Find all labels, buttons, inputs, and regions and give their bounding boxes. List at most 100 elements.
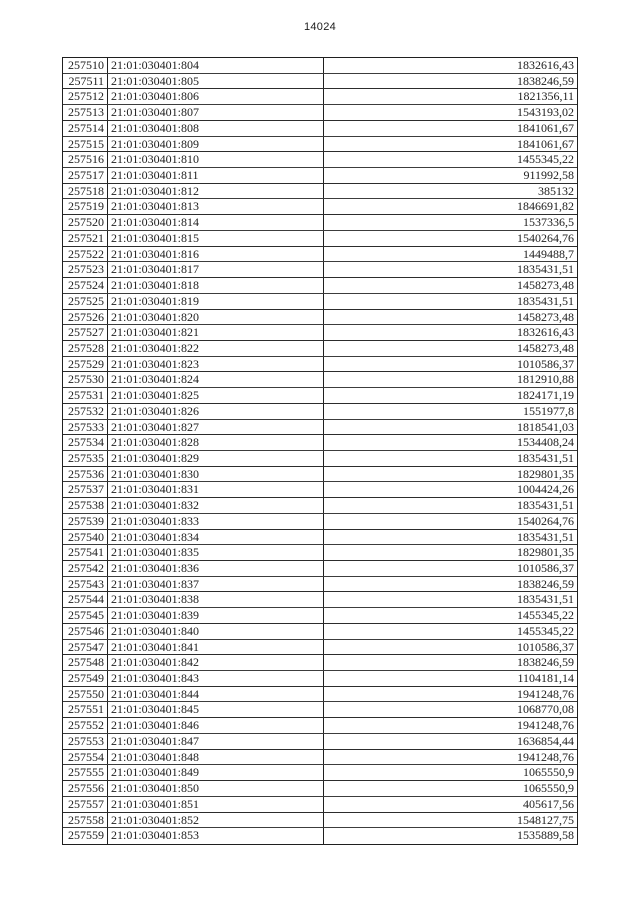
row-time-cell: 21:01:030401:807 bbox=[108, 105, 324, 120]
row-time-cell: 21:01:030401:852 bbox=[108, 812, 324, 828]
row-value-cell: 405617,56 bbox=[523, 796, 574, 811]
row-value-cell: 1455345,22 bbox=[517, 623, 574, 638]
table-row: 257523 21:01:030401:817 1835431,51 bbox=[63, 262, 577, 279]
row-value-cell: 1010586,37 bbox=[517, 356, 574, 371]
row-id-cell: 257559 bbox=[63, 828, 108, 844]
row-id-cell: 257532 bbox=[63, 403, 108, 419]
row-time-cell: 21:01:030401:841 bbox=[108, 639, 324, 655]
row-id-cell: 257530 bbox=[63, 372, 108, 388]
table-row: 257553 21:01:030401:847 1636854,44 bbox=[63, 733, 577, 750]
row-id-cell: 257518 bbox=[63, 183, 108, 199]
table-row: 257552 21:01:030401:846 1941248,76 bbox=[63, 718, 577, 734]
row-value-cell: 1540264,76 bbox=[517, 513, 574, 528]
row-id-cell: 257511 bbox=[63, 73, 108, 89]
row-value-cell: 1846691,82 bbox=[517, 199, 574, 214]
table-row: 257545 21:01:030401:839 1455345,22 bbox=[63, 608, 577, 624]
table-row: 257543 21:01:030401:837 1838246,59 bbox=[63, 576, 577, 593]
row-time-cell: 21:01:030401:820 bbox=[108, 309, 324, 325]
row-time-cell: 21:01:030401:811 bbox=[108, 168, 324, 183]
row-id-cell: 257521 bbox=[63, 230, 108, 246]
table-row: 257538 21:01:030401:832 1835431,51 bbox=[63, 498, 577, 514]
row-time-cell: 21:01:030401:846 bbox=[108, 718, 324, 733]
table-row: 257548 21:01:030401:842 1838246,59 bbox=[63, 655, 577, 672]
row-time-cell: 21:01:030401:851 bbox=[108, 796, 324, 812]
row-id-cell: 257548 bbox=[63, 655, 108, 671]
row-time-cell: 21:01:030401:822 bbox=[108, 340, 324, 356]
row-time-cell: 21:01:030401:821 bbox=[108, 325, 324, 340]
row-value-cell: 1636854,44 bbox=[517, 733, 574, 748]
row-value-cell: 1455345,22 bbox=[517, 152, 574, 167]
table-row: 257527 21:01:030401:821 1832616,43 bbox=[63, 325, 577, 341]
row-id-cell: 257534 bbox=[63, 435, 108, 450]
row-time-cell: 21:01:030401:810 bbox=[108, 152, 324, 168]
row-value-cell: 1065550,9 bbox=[523, 781, 574, 796]
table-row: 257546 21:01:030401:840 1455345,22 bbox=[63, 623, 577, 640]
row-time-cell: 21:01:030401:812 bbox=[108, 183, 324, 199]
row-id-cell: 257556 bbox=[63, 781, 108, 796]
row-id-cell: 257514 bbox=[63, 120, 108, 136]
row-time-cell: 21:01:030401:813 bbox=[108, 199, 324, 215]
row-value-cell: 385132 bbox=[538, 183, 574, 198]
row-id-cell: 257520 bbox=[63, 215, 108, 230]
row-value-cell: 1838246,59 bbox=[517, 576, 574, 591]
row-time-cell: 21:01:030401:819 bbox=[108, 293, 324, 309]
row-value-cell: 1941248,76 bbox=[517, 749, 574, 764]
row-time-cell: 21:01:030401:853 bbox=[108, 828, 324, 844]
row-value-cell: 1941248,76 bbox=[517, 718, 574, 733]
row-id-cell: 257549 bbox=[63, 671, 108, 686]
table-row: 257522 21:01:030401:816 1449488,7 bbox=[63, 246, 577, 263]
row-value-cell: 1829801,35 bbox=[517, 545, 574, 560]
row-value-cell: 1543193,02 bbox=[517, 105, 574, 120]
row-value-cell: 1548127,75 bbox=[517, 812, 574, 827]
row-id-cell: 257547 bbox=[63, 639, 108, 655]
row-id-cell: 257519 bbox=[63, 199, 108, 215]
row-time-cell: 21:01:030401:824 bbox=[108, 372, 324, 388]
table-row: 257510 21:01:030401:804 1832616,43 bbox=[63, 58, 577, 74]
row-id-cell: 257551 bbox=[63, 702, 108, 718]
row-id-cell: 257539 bbox=[63, 513, 108, 529]
row-value-cell: 1458273,48 bbox=[517, 278, 574, 293]
row-id-cell: 257526 bbox=[63, 309, 108, 325]
row-id-cell: 257540 bbox=[63, 529, 108, 545]
row-time-cell: 21:01:030401:840 bbox=[108, 623, 324, 639]
row-id-cell: 257527 bbox=[63, 325, 108, 340]
row-value-cell: 1010586,37 bbox=[517, 639, 574, 654]
table-row: 257557 21:01:030401:851 405617,56 bbox=[63, 796, 577, 813]
row-time-cell: 21:01:030401:825 bbox=[108, 388, 324, 403]
row-time-cell: 21:01:030401:817 bbox=[108, 262, 324, 278]
row-id-cell: 257524 bbox=[63, 278, 108, 293]
row-time-cell: 21:01:030401:842 bbox=[108, 655, 324, 671]
table-row: 257547 21:01:030401:841 1010586,37 bbox=[63, 639, 577, 656]
row-id-cell: 257533 bbox=[63, 419, 108, 435]
table-row: 257524 21:01:030401:818 1458273,48 bbox=[63, 278, 577, 294]
row-value-cell: 1065550,9 bbox=[523, 765, 574, 780]
row-value-cell: 1835431,51 bbox=[517, 262, 574, 277]
row-value-cell: 1535889,58 bbox=[517, 828, 574, 843]
table-row: 257520 21:01:030401:814 1537336,5 bbox=[63, 215, 577, 231]
table-row: 257550 21:01:030401:844 1941248,76 bbox=[63, 686, 577, 703]
table-row: 257528 21:01:030401:822 1458273,48 bbox=[63, 340, 577, 357]
row-value-cell: 1551977,8 bbox=[523, 403, 574, 418]
data-table: 257510 21:01:030401:804 1832616,43 257511 21… bbox=[62, 57, 578, 845]
row-time-cell: 21:01:030401:838 bbox=[108, 592, 324, 608]
row-id-cell: 257516 bbox=[63, 152, 108, 168]
table-row: 257549 21:01:030401:843 1104181,14 bbox=[63, 671, 577, 687]
row-id-cell: 257522 bbox=[63, 246, 108, 262]
table-row: 257521 21:01:030401:815 1540264,76 bbox=[63, 230, 577, 247]
row-value-cell: 1832616,43 bbox=[517, 325, 574, 340]
table-row: 257515 21:01:030401:809 1841061,67 bbox=[63, 136, 577, 153]
row-value-cell: 1537336,5 bbox=[523, 215, 574, 230]
row-time-cell: 21:01:030401:837 bbox=[108, 576, 324, 592]
table-row: 257554 21:01:030401:848 1941248,76 bbox=[63, 749, 577, 766]
row-time-cell: 21:01:030401:850 bbox=[108, 781, 324, 796]
table-row: 257532 21:01:030401:826 1551977,8 bbox=[63, 403, 577, 420]
row-time-cell: 21:01:030401:815 bbox=[108, 230, 324, 246]
row-id-cell: 257523 bbox=[63, 262, 108, 278]
row-time-cell: 21:01:030401:818 bbox=[108, 278, 324, 293]
table-row: 257513 21:01:030401:807 1543193,02 bbox=[63, 105, 577, 121]
row-value-cell: 1068770,08 bbox=[517, 702, 574, 717]
table-row: 257555 21:01:030401:849 1065550,9 bbox=[63, 765, 577, 782]
row-value-cell: 1812910,88 bbox=[517, 372, 574, 387]
row-id-cell: 257543 bbox=[63, 576, 108, 592]
row-value-cell: 1841061,67 bbox=[517, 120, 574, 135]
